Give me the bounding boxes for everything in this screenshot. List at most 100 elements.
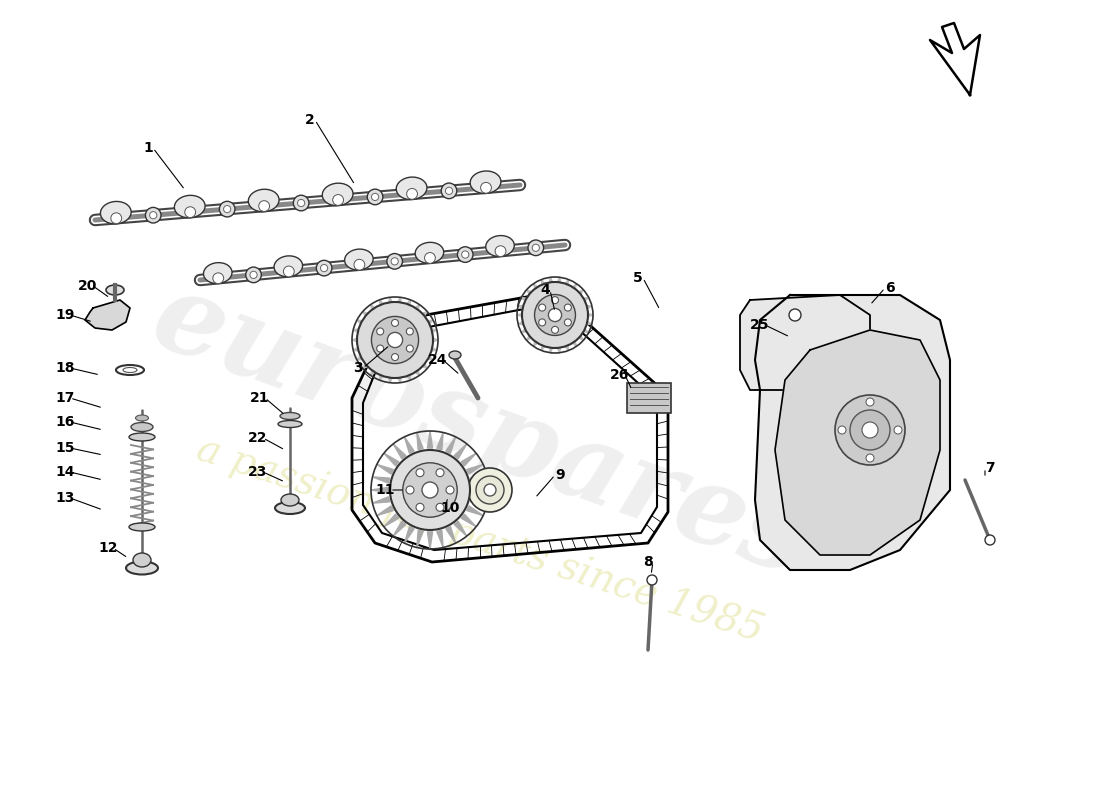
Ellipse shape	[123, 367, 138, 373]
Circle shape	[392, 258, 398, 265]
Circle shape	[416, 503, 424, 511]
Circle shape	[358, 302, 433, 378]
Polygon shape	[384, 514, 399, 526]
Ellipse shape	[126, 562, 158, 574]
Polygon shape	[356, 354, 364, 360]
Text: 22: 22	[249, 431, 267, 445]
Polygon shape	[414, 305, 419, 312]
Polygon shape	[517, 313, 524, 318]
Polygon shape	[431, 338, 438, 342]
Circle shape	[407, 189, 418, 199]
Circle shape	[866, 454, 874, 462]
Circle shape	[476, 476, 504, 504]
Polygon shape	[466, 506, 483, 515]
Polygon shape	[534, 339, 539, 346]
Polygon shape	[584, 320, 592, 325]
Polygon shape	[405, 526, 414, 543]
Circle shape	[354, 259, 365, 270]
Circle shape	[294, 195, 309, 211]
Polygon shape	[397, 375, 401, 382]
Polygon shape	[564, 279, 569, 287]
Text: 24: 24	[428, 353, 448, 367]
Circle shape	[425, 253, 436, 263]
Polygon shape	[571, 339, 576, 346]
Polygon shape	[527, 290, 534, 296]
Circle shape	[551, 326, 559, 334]
Circle shape	[789, 309, 801, 321]
Ellipse shape	[344, 249, 373, 270]
Text: 3: 3	[353, 361, 363, 375]
Ellipse shape	[129, 523, 155, 531]
Text: 13: 13	[55, 491, 75, 505]
Polygon shape	[414, 368, 419, 375]
Polygon shape	[405, 300, 410, 307]
Circle shape	[392, 319, 398, 326]
Text: 16: 16	[55, 415, 75, 429]
Circle shape	[532, 244, 539, 251]
Circle shape	[245, 267, 262, 282]
Circle shape	[835, 395, 905, 465]
Ellipse shape	[415, 242, 443, 263]
Circle shape	[436, 503, 444, 511]
Text: 11: 11	[375, 483, 395, 497]
Circle shape	[539, 319, 546, 326]
Circle shape	[250, 271, 257, 278]
Circle shape	[422, 482, 438, 498]
Polygon shape	[534, 284, 539, 291]
Polygon shape	[85, 300, 130, 330]
Circle shape	[984, 535, 996, 545]
Circle shape	[223, 206, 231, 213]
Polygon shape	[454, 444, 466, 459]
Text: 17: 17	[55, 391, 75, 405]
Polygon shape	[437, 433, 443, 450]
Text: 8: 8	[644, 555, 653, 569]
Polygon shape	[356, 320, 364, 326]
Circle shape	[258, 201, 270, 211]
Polygon shape	[518, 306, 526, 310]
Ellipse shape	[106, 285, 124, 295]
Polygon shape	[564, 343, 569, 350]
Circle shape	[539, 304, 546, 311]
Polygon shape	[426, 354, 433, 360]
Text: 12: 12	[98, 541, 118, 555]
Ellipse shape	[133, 553, 151, 567]
Polygon shape	[353, 346, 361, 351]
Ellipse shape	[486, 235, 515, 257]
Polygon shape	[388, 375, 394, 382]
Polygon shape	[429, 346, 437, 351]
FancyBboxPatch shape	[627, 383, 671, 413]
Polygon shape	[379, 373, 385, 380]
Circle shape	[387, 333, 403, 347]
Polygon shape	[466, 465, 483, 474]
Ellipse shape	[396, 177, 427, 199]
Ellipse shape	[449, 351, 461, 359]
Text: 6: 6	[886, 281, 894, 295]
Polygon shape	[405, 373, 410, 380]
Polygon shape	[437, 530, 443, 547]
Circle shape	[150, 212, 157, 219]
Circle shape	[462, 251, 469, 258]
Polygon shape	[377, 465, 394, 474]
Circle shape	[387, 254, 403, 269]
Circle shape	[403, 462, 458, 518]
Polygon shape	[472, 487, 490, 493]
Circle shape	[866, 398, 874, 406]
Circle shape	[528, 240, 543, 255]
Polygon shape	[373, 477, 389, 483]
Ellipse shape	[280, 494, 299, 506]
Polygon shape	[428, 532, 432, 549]
Text: 5: 5	[634, 271, 642, 285]
Text: 2: 2	[305, 113, 315, 127]
Ellipse shape	[278, 421, 303, 427]
Circle shape	[185, 206, 196, 218]
Circle shape	[551, 297, 559, 304]
Text: 25: 25	[750, 318, 770, 332]
Polygon shape	[576, 334, 583, 340]
Text: 1: 1	[143, 141, 153, 155]
Polygon shape	[377, 506, 394, 515]
Circle shape	[145, 207, 161, 223]
Polygon shape	[521, 327, 529, 333]
Polygon shape	[393, 444, 406, 459]
Polygon shape	[352, 338, 359, 342]
Circle shape	[522, 282, 588, 348]
